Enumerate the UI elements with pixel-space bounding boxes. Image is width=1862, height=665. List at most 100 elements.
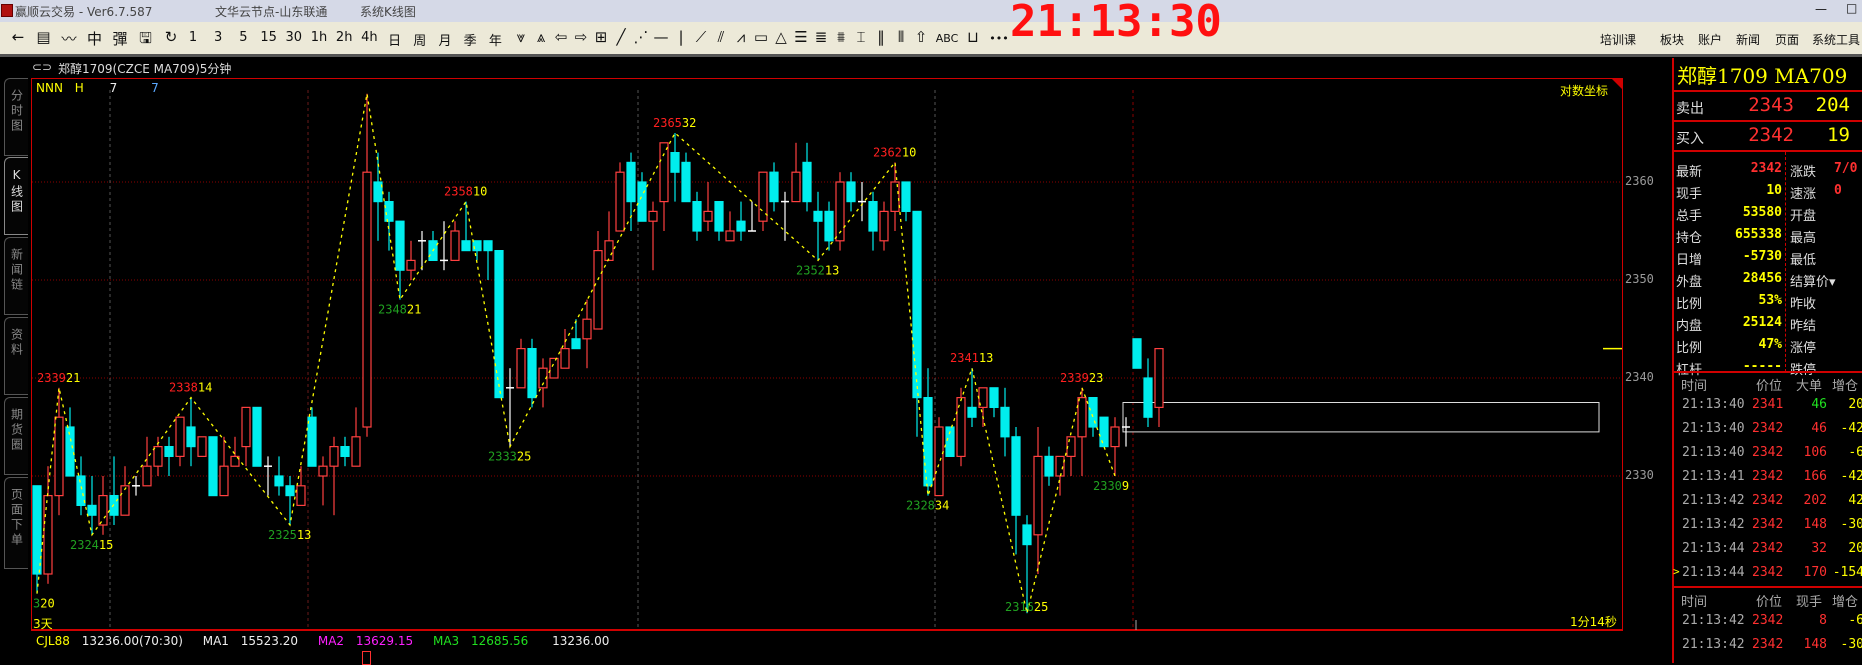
save-icon[interactable]: 🖫 — [139, 29, 152, 47]
candle-down — [340, 446, 350, 458]
tick-time: 21:13:42 — [1682, 517, 1745, 532]
pivot-price: 2348 — [378, 303, 407, 317]
line-tool-icon[interactable]: ╱ — [616, 28, 626, 46]
tab-2[interactable]: 新闻链 — [4, 237, 28, 315]
refresh-icon[interactable]: ↻ — [164, 28, 178, 46]
ruler-icon[interactable]: ⊔ — [967, 28, 979, 46]
gann-icon[interactable]: ≣ — [814, 28, 828, 46]
maximize-button[interactable]: □ — [1846, 1, 1858, 15]
line-chart-icon[interactable]: 〰 — [61, 30, 77, 48]
kline-chart[interactable] — [31, 78, 1623, 631]
stat-label: 现手 — [1676, 187, 1703, 202]
fibonacci-icon[interactable]: ☰ — [794, 28, 808, 46]
scroll-down-icon[interactable]: ⩔ — [516, 28, 526, 46]
period-9-button[interactable]: 周 — [413, 34, 427, 49]
pivot-label: 233325 — [488, 450, 531, 464]
indicator-legend: NNN H 7 7 — [36, 81, 159, 95]
candle-down — [285, 485, 295, 497]
tab-3[interactable]: 资料 — [4, 317, 28, 395]
candle-down — [164, 446, 174, 458]
layout-icon[interactable]: ⊞ — [594, 28, 608, 46]
stat-label: 总手 — [1676, 209, 1703, 224]
menu-1[interactable]: 板块 — [1660, 33, 1685, 47]
left-arrow-icon[interactable]: ⇦ — [554, 28, 568, 46]
quote-panel: 郑醇1709 MA709 卖出 2343 204 买入 2342 19 最新 23… — [1672, 58, 1862, 663]
period-2-button[interactable]: 5 — [239, 30, 248, 45]
stat-label: 内盘 — [1676, 319, 1703, 334]
ray-tool-icon[interactable]: ⋰ — [633, 28, 649, 46]
text-tool-icon[interactable]: ABC — [935, 32, 959, 45]
cycle-lines-icon[interactable]: ‖ — [877, 28, 885, 46]
stat-value: 25124 — [1742, 315, 1782, 330]
candle-down — [1011, 436, 1021, 516]
zigzag-tool-icon[interactable]: ⩘ — [736, 28, 746, 46]
candle-up — [538, 367, 548, 389]
tab-4[interactable]: 期货圈 — [4, 397, 28, 475]
price-tick-label: 2360 — [1625, 174, 1654, 188]
stock-icon[interactable]: 彈 — [112, 30, 128, 48]
period-8-button[interactable]: 日 — [388, 34, 402, 49]
pivot-label: 320 — [33, 597, 55, 611]
right-arrow-icon[interactable]: ⇨ — [574, 28, 588, 46]
rectangle-tool-icon[interactable]: ▭ — [753, 28, 769, 46]
pivot-count: 34 — [935, 499, 949, 513]
tick-header: 增仓 — [1832, 595, 1859, 610]
bars-tool-icon[interactable]: ⦀ — [897, 28, 905, 46]
period-3-button[interactable]: 15 — [260, 30, 277, 45]
parallel-lines-icon[interactable]: ⫽ — [717, 28, 725, 46]
list-icon[interactable]: ▤ — [36, 28, 51, 46]
minimize-button[interactable]: — — [1815, 2, 1827, 16]
menu-0[interactable]: 培训课 — [1600, 33, 1637, 47]
link-icon[interactable]: ⊂⊃ — [32, 60, 53, 74]
menu-3[interactable]: 新闻 — [1736, 33, 1761, 47]
more-icon[interactable]: ••• — [989, 32, 1009, 45]
view-title: 系统K线图 — [360, 5, 416, 19]
candle-up — [791, 171, 801, 203]
up-arrow-tool-icon[interactable]: ⇧ — [914, 28, 928, 46]
tab-5[interactable]: 页面下单 — [4, 477, 28, 569]
period-10-button[interactable]: 月 — [438, 34, 452, 49]
tick-oi-change: -6 — [1848, 613, 1862, 628]
horizontal-line-icon[interactable]: — — [653, 28, 669, 46]
candle-up — [890, 181, 900, 212]
menu-5[interactable]: 系统工具 — [1812, 33, 1861, 47]
tick-time: 21:13:40 — [1682, 397, 1745, 412]
tab-0[interactable]: 分时图 — [4, 78, 28, 156]
period-7-button[interactable]: 4h — [361, 30, 378, 45]
period-12-button[interactable]: 年 — [488, 34, 502, 49]
period-11-button[interactable]: 季 — [463, 34, 477, 49]
period-1-button[interactable]: 3 — [214, 30, 223, 45]
pivot-price: 2328 — [906, 499, 935, 513]
tab-1[interactable]: K线图 — [4, 157, 28, 235]
candle-down — [384, 201, 394, 222]
menu-4[interactable]: 页面 — [1775, 33, 1800, 47]
period-0-button[interactable]: 1 — [188, 30, 198, 45]
menu-2[interactable]: 账户 — [1698, 33, 1723, 47]
candle-up — [1055, 455, 1065, 477]
back-arrow-icon[interactable]: ← — [11, 28, 25, 46]
stat-label[interactable]: 结算价▾ — [1790, 275, 1836, 290]
period-4-button[interactable]: 30 — [285, 30, 303, 45]
period-6-button[interactable]: 2h — [335, 30, 353, 45]
indicator-param: H — [74, 81, 84, 95]
ma3-label: MA3 — [432, 634, 460, 648]
candle-down — [681, 161, 691, 203]
candle-chart-icon[interactable]: 中 — [86, 30, 102, 48]
stat-label: 持仓 — [1676, 231, 1703, 246]
candle-up — [406, 259, 416, 271]
tick-price: 2342 — [1752, 469, 1784, 484]
ask-price[interactable]: 2343 — [1748, 94, 1794, 116]
fan-tool-icon[interactable]: ⩩ — [836, 28, 845, 46]
segment-tool-icon[interactable]: ⟋ — [695, 28, 707, 46]
tab-label: 页面下单 — [9, 488, 24, 548]
bid-price[interactable]: 2342 — [1748, 124, 1794, 146]
candle-down — [472, 240, 482, 252]
candle-down — [714, 201, 724, 232]
period-5-button[interactable]: 1h — [310, 30, 328, 45]
triangle-tool-icon[interactable]: △ — [775, 28, 787, 46]
scroll-up-icon[interactable]: ⩓ — [536, 28, 546, 46]
period-tool-icon[interactable]: ⌶ — [856, 28, 866, 46]
stat-label: 涨停 — [1790, 341, 1817, 356]
log-scale-toggle[interactable]: 对数坐标 — [1560, 84, 1609, 98]
vertical-line-icon[interactable]: | — [678, 28, 684, 46]
